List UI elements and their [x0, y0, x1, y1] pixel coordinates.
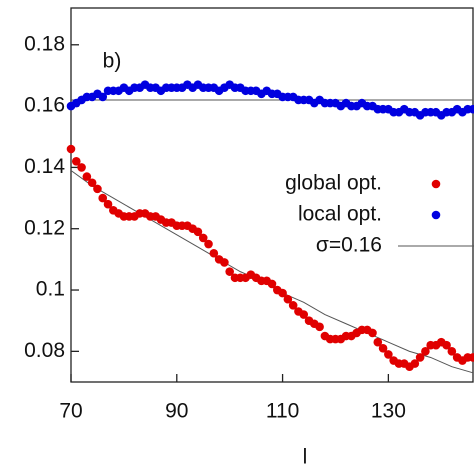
data-point [225, 267, 234, 276]
data-point [193, 227, 203, 237]
data-point [373, 337, 383, 347]
data-point [442, 340, 451, 350]
y-tick-label: 0.16 [24, 94, 65, 117]
fit-line [70, 170, 474, 374]
data-point [77, 163, 86, 172]
data-point [315, 322, 324, 332]
data-point [384, 350, 393, 359]
data-point [283, 294, 293, 304]
x-tick-label: 110 [266, 400, 299, 423]
y-tick-label: 0.1 [36, 278, 65, 301]
data-point [71, 156, 81, 166]
data-point [368, 328, 377, 338]
y-tick-label: 0.08 [24, 339, 65, 362]
legend-label: global opt. [285, 172, 382, 195]
legend-label: σ=0.16 [316, 234, 382, 257]
data-point [103, 199, 113, 209]
plot-frame [70, 7, 474, 383]
data-point [209, 248, 219, 258]
y-tick-label: 0.14 [24, 155, 65, 178]
legend-marker [431, 210, 441, 220]
data-point [378, 343, 388, 353]
data-point [267, 279, 277, 289]
data-point [278, 288, 287, 298]
data-point [447, 347, 457, 356]
data-point [93, 184, 102, 194]
data-point [410, 359, 420, 368]
data-point [220, 258, 229, 267]
data-point [98, 92, 108, 102]
annotation: b) [103, 50, 122, 73]
x-tick-label: 70 [59, 400, 82, 423]
data-point [82, 172, 92, 181]
y-tick-label: 0.18 [24, 32, 65, 55]
legend-label: local opt. [298, 203, 382, 226]
data-point [66, 144, 76, 154]
data-point [98, 193, 108, 203]
x-tick-label: 90 [165, 400, 188, 423]
data-point [421, 347, 430, 356]
data-point [299, 310, 309, 319]
y-tick-label: 0.12 [24, 216, 65, 239]
data-point [468, 104, 474, 114]
x-axis-label: l [303, 446, 308, 469]
data-point [87, 178, 97, 188]
data-point [288, 301, 298, 310]
data-point [204, 239, 213, 249]
data-point [198, 233, 208, 243]
data-point [415, 353, 425, 362]
x-tick-label: 130 [371, 400, 406, 423]
legend-marker [431, 179, 441, 189]
data-point [468, 353, 474, 362]
